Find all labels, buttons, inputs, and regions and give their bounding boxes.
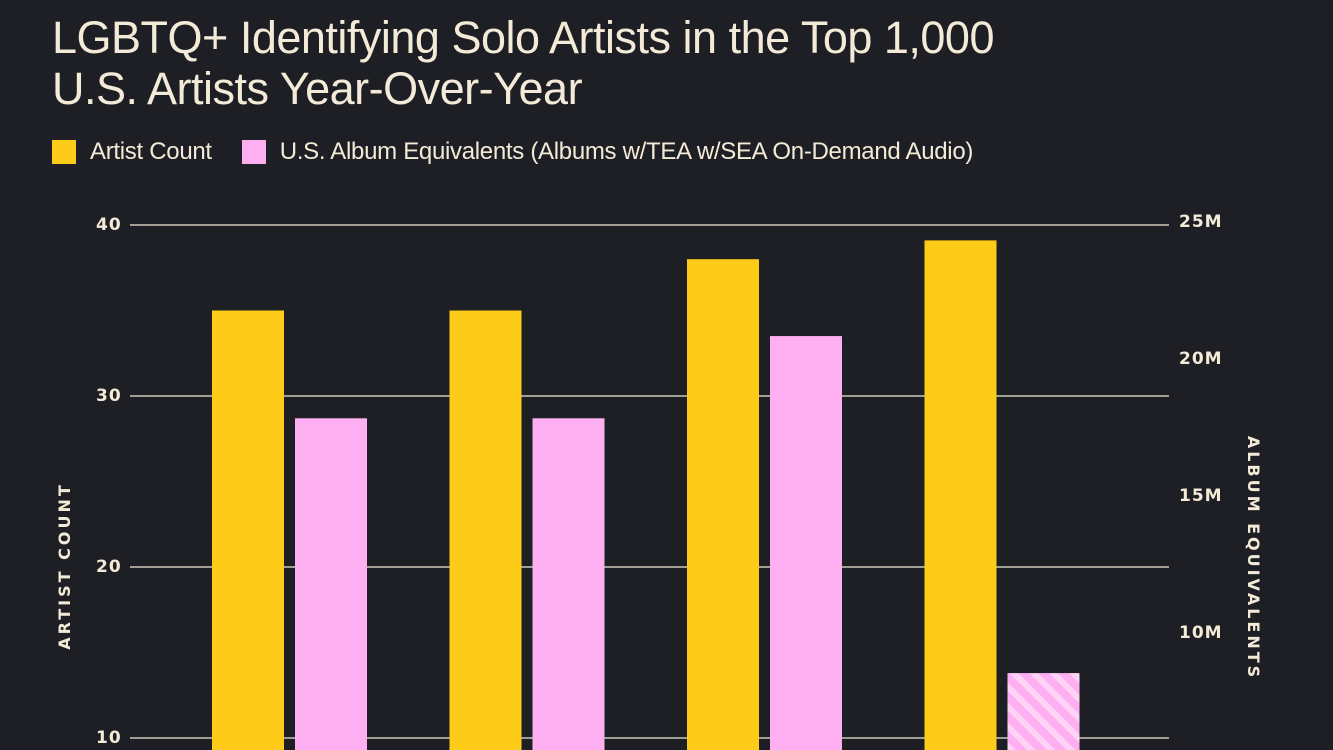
bar-album-equivalents-4[interactable] <box>1007 673 1080 750</box>
bar-artist-count-3[interactable] <box>687 259 759 750</box>
chart-title-line-2: U.S. Artists Year-Over-Year <box>52 63 583 114</box>
bar-artist-count-4[interactable] <box>924 240 997 750</box>
left-axis-ticks: 40 30 20 10 <box>96 215 122 748</box>
legend-swatch-artist-count <box>52 140 76 164</box>
chart-title-line-1: LGBTQ+ Identifying Solo Artists in the T… <box>52 12 994 63</box>
right-tick-10M: 10M <box>1179 623 1223 643</box>
chart-title: LGBTQ+ Identifying Solo Artists in the T… <box>52 12 994 114</box>
bar-album-equivalents-2[interactable] <box>532 418 605 750</box>
legend-label-album-equivalents: U.S. Album Equivalents (Albums w/TEA w/S… <box>279 138 974 165</box>
right-axis-title: ALBUM EQUIVALENTS <box>1244 436 1263 680</box>
right-tick-20M: 20M <box>1179 349 1223 369</box>
left-tick-30: 30 <box>96 386 122 406</box>
right-axis-ticks: 25M 20M 15M 10M <box>1179 212 1223 643</box>
gridlines <box>130 224 1169 739</box>
chart-legend: Artist Count U.S. Album Equivalents (Alb… <box>52 138 1003 166</box>
bar-album-equivalents-1[interactable] <box>295 418 367 750</box>
legend-label-artist-count: Artist Count <box>90 138 212 165</box>
bar-album-equivalents-3[interactable] <box>770 336 842 750</box>
right-tick-15M: 15M <box>1179 486 1223 506</box>
legend-item-album-equivalents[interactable]: U.S. Album Equivalents (Albums w/TEA w/S… <box>241 138 974 166</box>
bar-artist-count-2[interactable] <box>449 310 522 750</box>
left-tick-20: 20 <box>96 557 122 577</box>
bars <box>212 240 1080 750</box>
legend-swatch-album-equivalents <box>241 140 266 164</box>
bar-artist-count-1[interactable] <box>212 310 284 750</box>
left-tick-40: 40 <box>96 215 122 235</box>
left-axis-title: ARTIST COUNT <box>55 482 74 650</box>
left-tick-10: 10 <box>96 728 122 748</box>
legend-item-artist-count[interactable]: Artist Count <box>52 138 212 166</box>
right-tick-25M: 25M <box>1179 212 1223 232</box>
